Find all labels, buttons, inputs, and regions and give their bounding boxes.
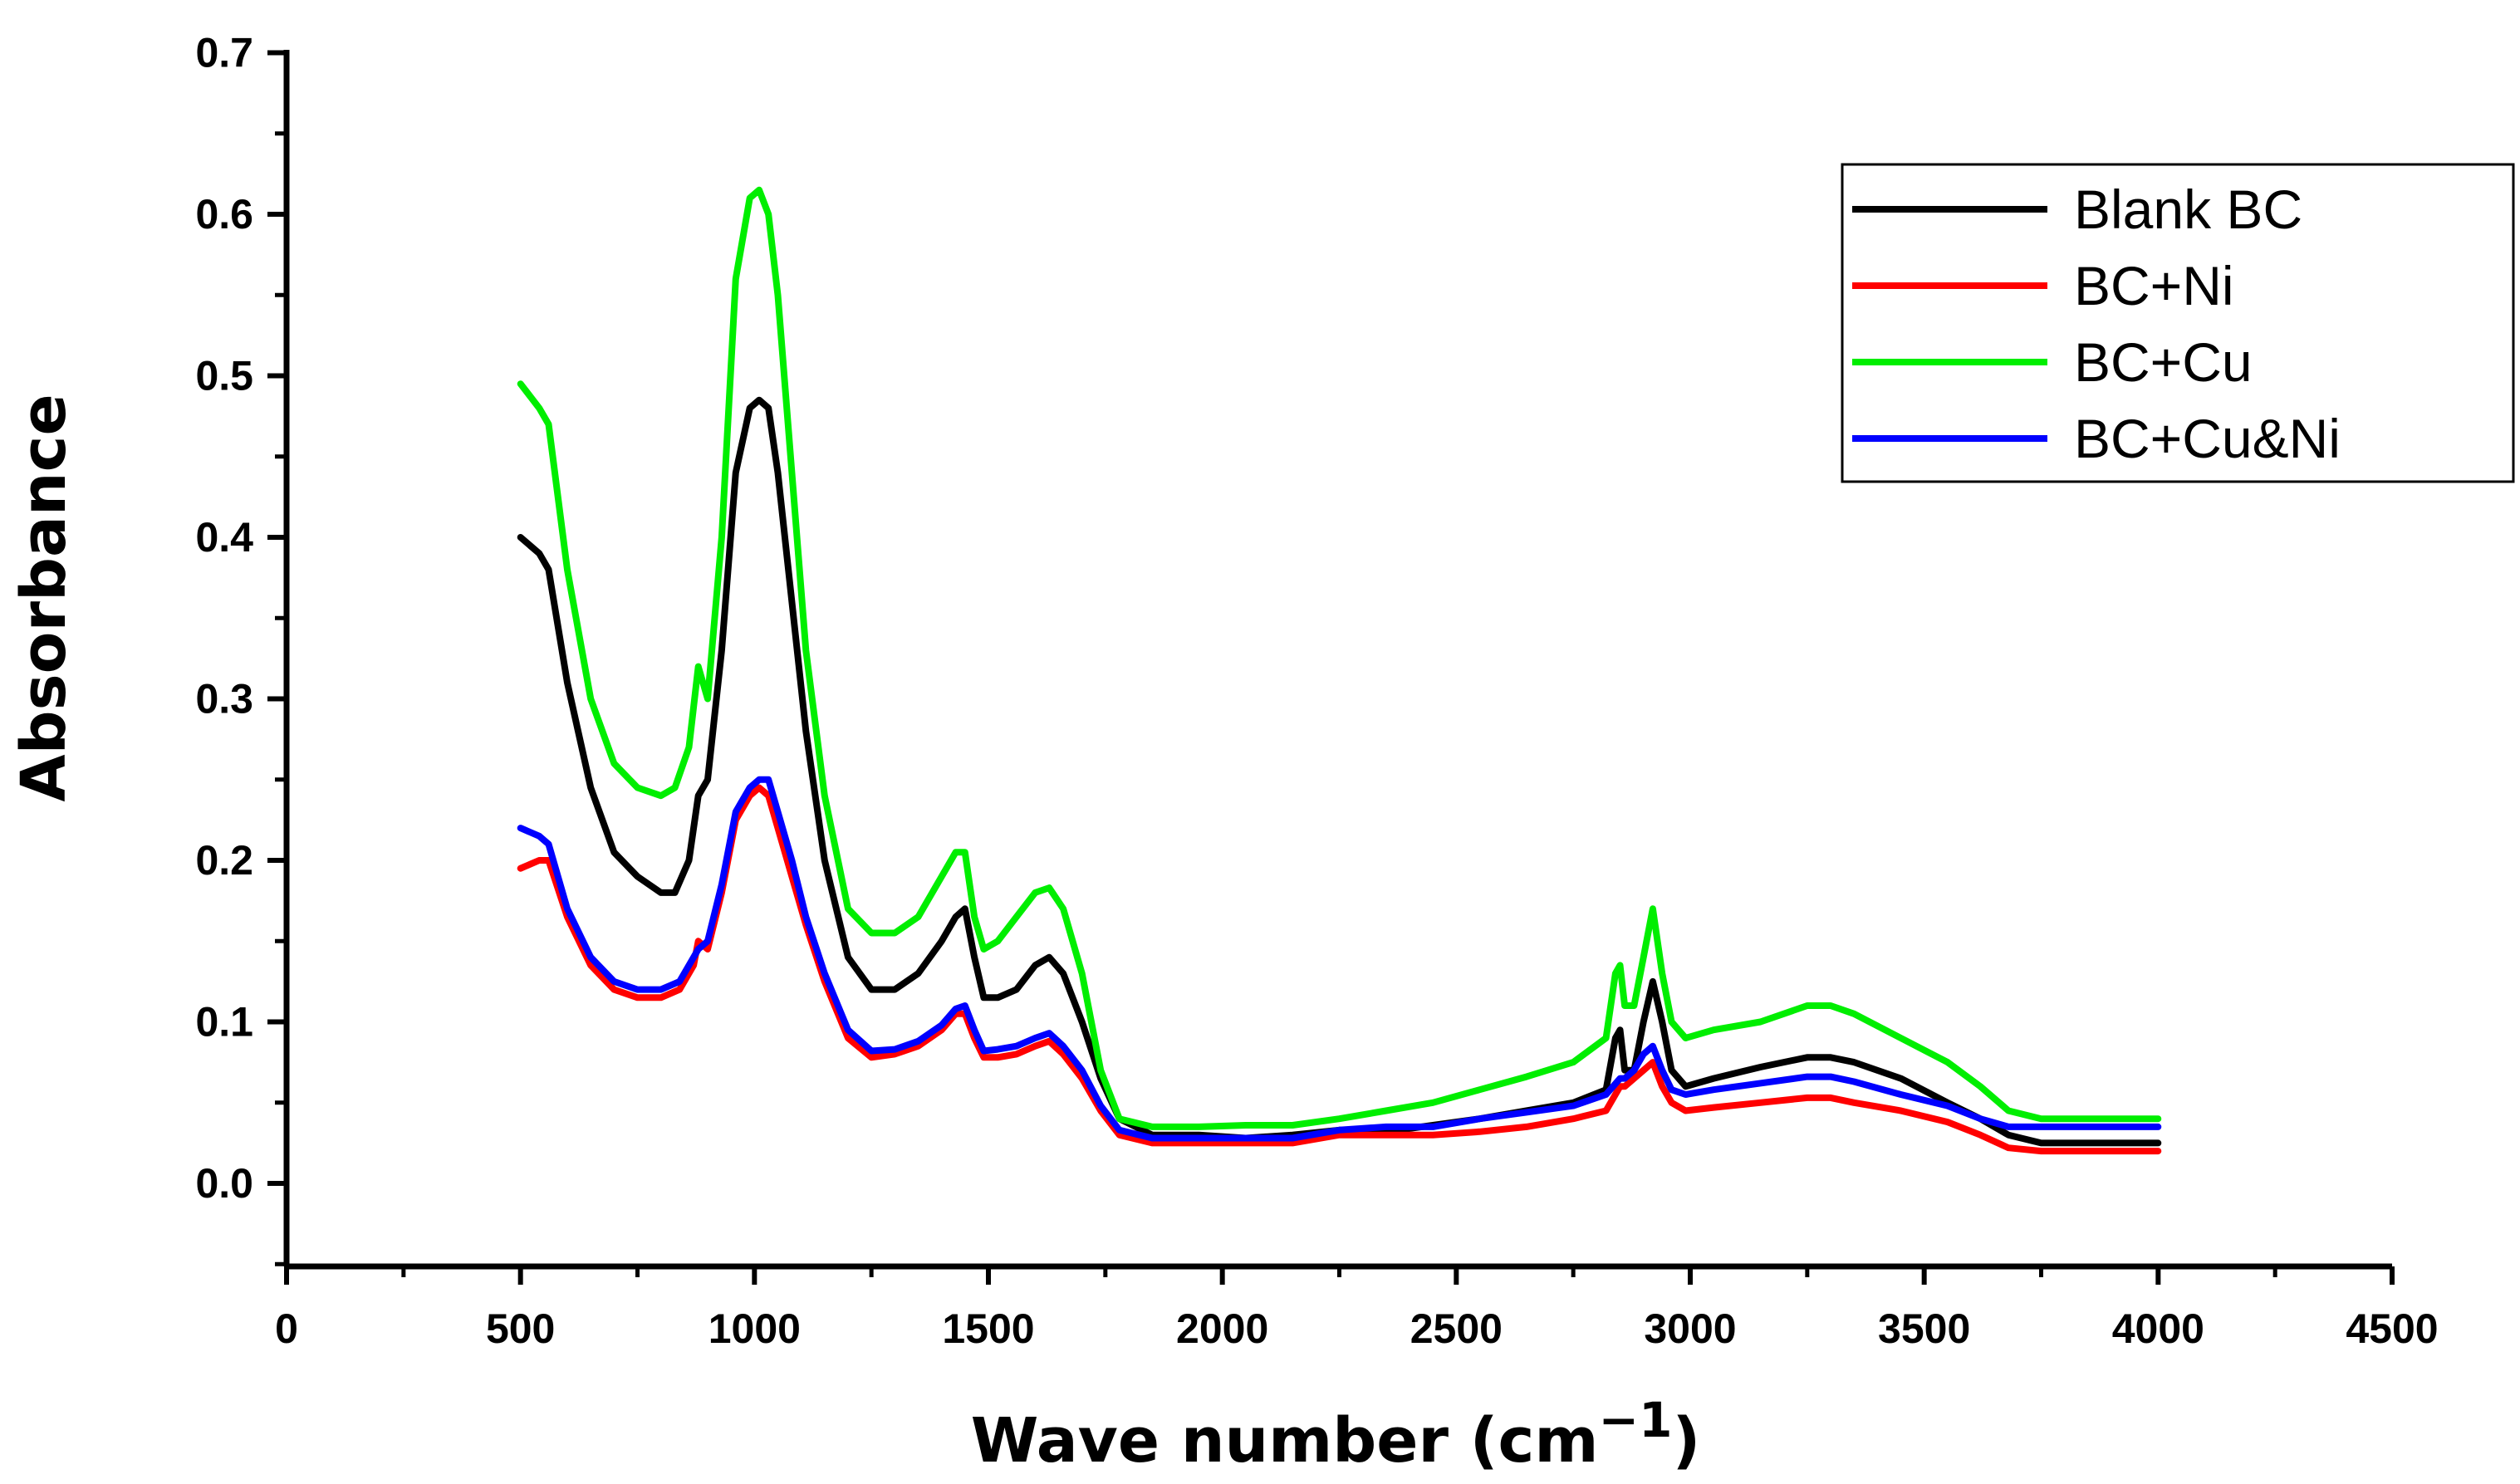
legend-label-blank-bc: Blank BC: [2074, 179, 2302, 240]
y-tick-label: 0.7: [195, 30, 253, 76]
x-tick-label: 2000: [1176, 1305, 1268, 1352]
y-tick-label: 0.1: [195, 999, 253, 1046]
x-axis-title-superscript: −1: [1599, 1392, 1673, 1448]
x-axis-title: Wave number (cm−1): [971, 1392, 1701, 1477]
x-tick-label: 1000: [708, 1305, 801, 1352]
x-tick-label: 1500: [942, 1305, 1034, 1352]
axes: 0 500 1000 1500 2000 2500 3000 3500 4000 4500 0.0…: [195, 30, 2438, 1353]
x-axis-title-main: Wave number (cm: [971, 1405, 1599, 1477]
x-axis-title-close: ): [1672, 1405, 1700, 1477]
x-tick-label: 3000: [1644, 1305, 1736, 1352]
plot-series: [517, 186, 2162, 1155]
y-ticks: 0.0 0.1 0.2 0.3 0.4 0.5 0.6 0.7: [195, 30, 287, 1266]
legend-label-bc-cu-ni: BC+Cu&Ni: [2074, 408, 2341, 469]
x-ticks: 0 500 1000 1500 2000 2500 3000 3500 4000 4500: [275, 1266, 2439, 1352]
y-tick-label: 0.3: [195, 676, 253, 722]
y-tick-label: 0.6: [195, 191, 253, 238]
y-tick-label: 0.0: [195, 1160, 253, 1207]
x-tick-label: 4000: [2112, 1305, 2204, 1352]
legend-label-bc-cu: BC+Cu: [2074, 331, 2253, 393]
y-tick-label: 0.5: [195, 353, 253, 399]
x-tick-label: 3500: [1878, 1305, 1970, 1352]
series-line-bc-cu-ni: [517, 776, 2162, 1142]
series-line-blank-bc: [517, 396, 2162, 1147]
x-tick-label: 2500: [1410, 1305, 1503, 1352]
series-line-bc-cu: [517, 186, 2162, 1130]
y-tick-label: 0.2: [195, 837, 253, 884]
y-axis-title: Absorbance: [8, 394, 80, 801]
legend: Blank BC BC+Ni BC+Cu BC+Cu&Ni: [1841, 163, 2515, 483]
x-tick-label: 0: [275, 1305, 298, 1352]
legend-box: [1841, 163, 2515, 483]
legend-label-bc-ni: BC+Ni: [2074, 255, 2234, 316]
y-tick-label: 0.4: [195, 514, 253, 561]
x-tick-label: 500: [486, 1305, 555, 1352]
x-tick-label: 4500: [2346, 1305, 2438, 1352]
